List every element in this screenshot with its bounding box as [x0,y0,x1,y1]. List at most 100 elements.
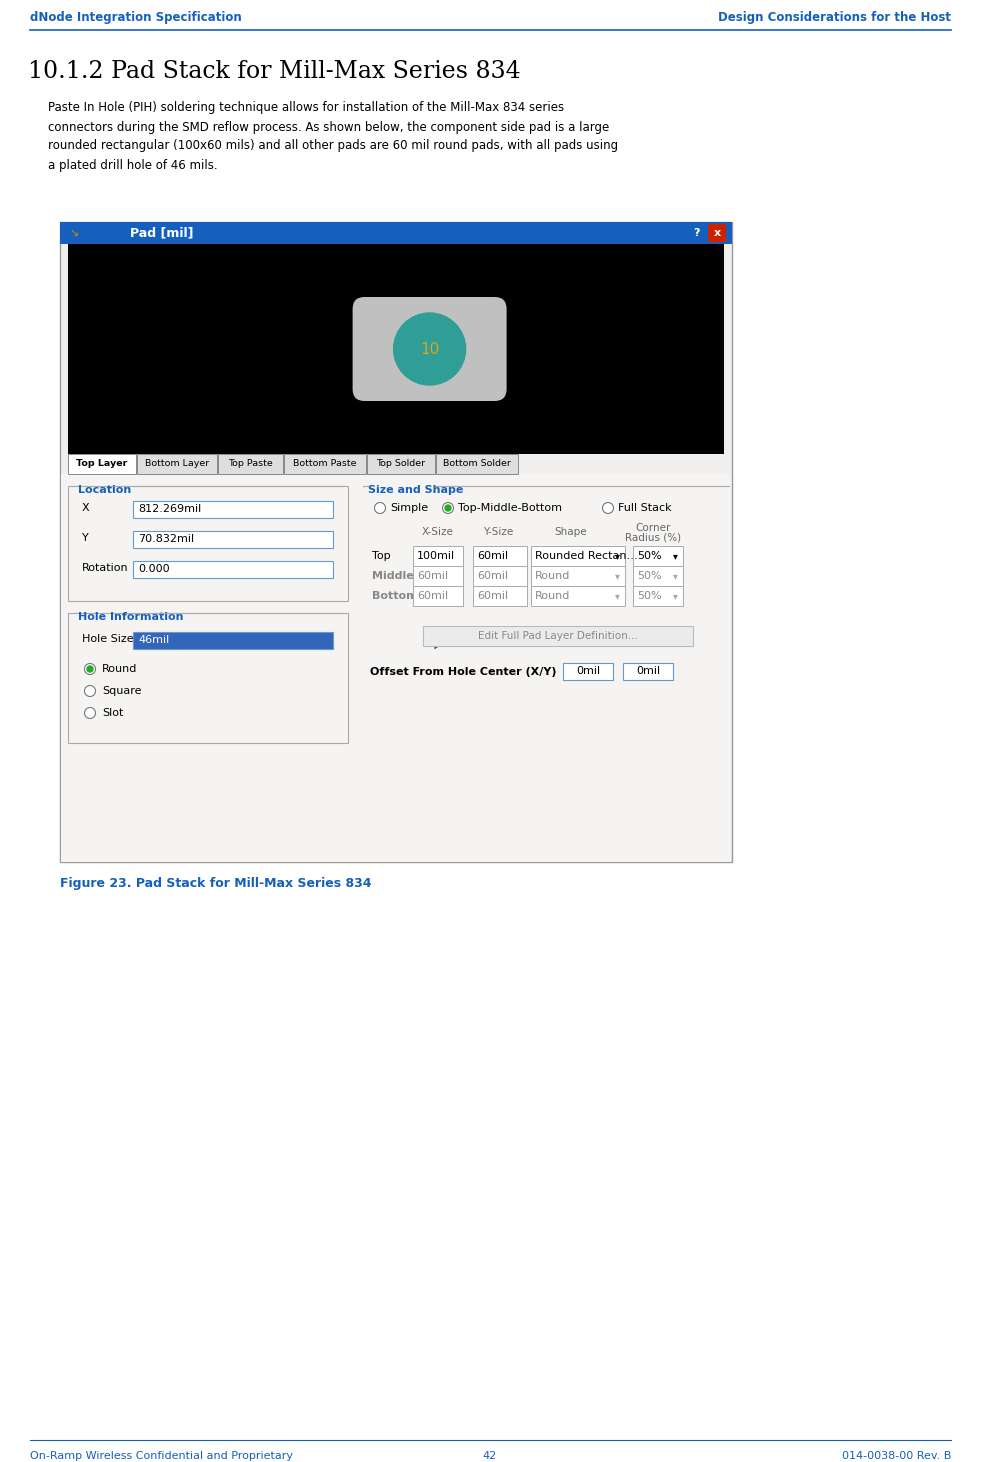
Text: Top Solder: Top Solder [377,459,426,468]
Text: Hole Information: Hole Information [78,613,183,621]
FancyBboxPatch shape [60,222,732,863]
Text: 10: 10 [420,342,439,357]
FancyBboxPatch shape [60,222,732,244]
FancyBboxPatch shape [623,662,673,680]
FancyBboxPatch shape [68,455,136,474]
Text: Top-Middle-Bottom: Top-Middle-Bottom [458,503,562,513]
Circle shape [393,313,466,385]
Text: Location: Location [78,485,131,496]
FancyBboxPatch shape [633,566,683,586]
Text: 0mil: 0mil [636,667,660,675]
FancyBboxPatch shape [68,244,724,455]
Text: a plated drill hole of 46 mils.: a plated drill hole of 46 mils. [48,158,218,171]
Circle shape [442,503,453,513]
Text: ▾: ▾ [615,591,620,601]
Circle shape [602,503,613,513]
Circle shape [84,664,95,674]
Text: Bottom Solder: Bottom Solder [443,459,511,468]
FancyBboxPatch shape [133,632,333,649]
Text: 60mil: 60mil [477,572,508,580]
FancyBboxPatch shape [284,455,366,474]
FancyBboxPatch shape [413,566,463,586]
FancyBboxPatch shape [133,501,333,518]
Text: Hole Size: Hole Size [82,635,133,643]
Text: Top: Top [372,551,390,561]
Text: Round: Round [535,572,570,580]
Text: Rotation: Rotation [82,563,129,573]
Text: Square: Square [102,686,141,696]
FancyBboxPatch shape [413,586,463,607]
Text: Radius (%): Radius (%) [625,534,681,542]
Text: Y-Size: Y-Size [483,526,513,537]
Text: ?: ? [694,228,700,238]
Text: 014-0038-00 Rev. B: 014-0038-00 Rev. B [842,1450,951,1461]
FancyBboxPatch shape [423,626,693,646]
Text: connectors during the SMD reflow process. As shown below, the component side pad: connectors during the SMD reflow process… [48,120,609,133]
FancyBboxPatch shape [473,566,527,586]
FancyBboxPatch shape [218,455,283,474]
FancyBboxPatch shape [413,545,463,566]
FancyBboxPatch shape [473,545,527,566]
Text: dNode Integration Specification: dNode Integration Specification [30,12,241,25]
Text: rounded rectangular (100x60 mils) and all other pads are 60 mil round pads, with: rounded rectangular (100x60 mils) and al… [48,139,618,152]
Text: x: x [713,228,721,238]
Text: Middle: Middle [372,572,414,580]
Text: Offset From Hole Center (X/Y): Offset From Hole Center (X/Y) [370,667,556,677]
FancyBboxPatch shape [68,613,348,743]
Text: Rounded Rectan…: Rounded Rectan… [535,551,638,561]
FancyBboxPatch shape [473,586,527,607]
Text: Figure 23. Pad Stack for Mill-Max Series 834: Figure 23. Pad Stack for Mill-Max Series… [60,877,372,890]
Text: Top Layer: Top Layer [77,459,128,468]
Text: Edit Full Pad Layer Definition...: Edit Full Pad Layer Definition... [478,632,638,640]
FancyBboxPatch shape [61,474,731,863]
Text: Pad [mil]: Pad [mil] [130,227,193,240]
Text: Y: Y [82,534,88,542]
Text: 70.832mil: 70.832mil [138,534,194,544]
Text: Paste In Hole (PIH) soldering technique allows for installation of the Mill-Max : Paste In Hole (PIH) soldering technique … [48,101,564,114]
Text: ▾: ▾ [673,572,678,580]
FancyBboxPatch shape [633,586,683,607]
Circle shape [87,667,93,673]
Text: Design Considerations for the Host: Design Considerations for the Host [718,12,951,25]
Text: X-Size: X-Size [422,526,454,537]
Text: 60mil: 60mil [477,551,508,561]
Text: Shape: Shape [554,526,588,537]
Text: ▾: ▾ [615,572,620,580]
Text: ▾: ▾ [673,551,678,561]
Text: Round: Round [535,591,570,601]
Text: ▾: ▾ [615,551,620,561]
FancyBboxPatch shape [137,455,217,474]
Text: 60mil: 60mil [417,591,448,601]
Text: Simple: Simple [390,503,428,513]
FancyBboxPatch shape [688,224,706,243]
Text: Round: Round [102,664,137,674]
Text: Top Paste: Top Paste [229,459,273,468]
Text: 0mil: 0mil [576,667,600,675]
FancyBboxPatch shape [563,662,613,680]
Text: Bottom Layer: Bottom Layer [145,459,209,468]
Text: 50%: 50% [637,572,661,580]
Circle shape [445,504,451,512]
Text: 60mil: 60mil [417,572,448,580]
Text: On-Ramp Wireless Confidential and Proprietary: On-Ramp Wireless Confidential and Propri… [30,1450,293,1461]
Text: 0.000: 0.000 [138,564,170,575]
FancyBboxPatch shape [531,566,625,586]
Text: X: X [82,503,89,513]
FancyBboxPatch shape [68,485,348,601]
Text: Bottom: Bottom [372,591,418,601]
Text: 42: 42 [483,1450,497,1461]
Circle shape [84,686,95,696]
FancyBboxPatch shape [708,224,726,243]
FancyBboxPatch shape [531,586,625,607]
Text: 812.269mil: 812.269mil [138,504,201,515]
Circle shape [375,503,386,513]
FancyBboxPatch shape [133,561,333,577]
Text: ↘: ↘ [70,228,78,238]
FancyBboxPatch shape [367,455,435,474]
FancyBboxPatch shape [436,455,518,474]
Text: 50%: 50% [637,551,661,561]
Text: 10.1.2 Pad Stack for Mill-Max Series 834: 10.1.2 Pad Stack for Mill-Max Series 834 [28,60,521,83]
Text: 50%: 50% [637,591,661,601]
Text: ▾: ▾ [673,591,678,601]
FancyBboxPatch shape [633,545,683,566]
